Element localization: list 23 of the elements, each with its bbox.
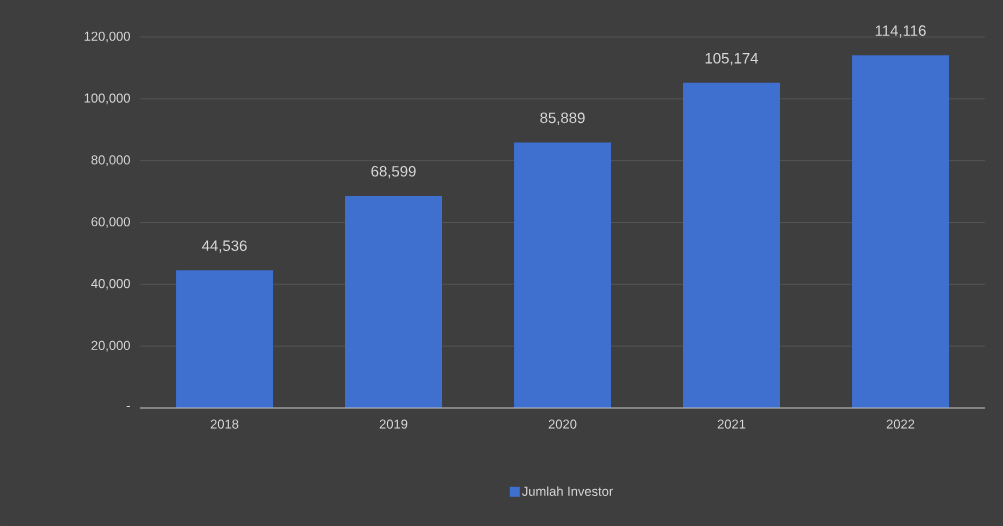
x-tick-label: 2018 xyxy=(210,419,239,429)
data-label: 114,116 xyxy=(875,25,926,38)
bar xyxy=(176,270,274,408)
y-tick-label: 120,000 xyxy=(84,31,130,43)
y-tick-label: 80,000 xyxy=(91,155,130,166)
x-tick-label: 2019 xyxy=(379,419,408,429)
y-tick-label: 100,000 xyxy=(84,93,130,105)
y-tick-label: 20,000 xyxy=(91,340,130,352)
y-tick-label: 40,000 xyxy=(91,278,130,290)
data-label: 44,536 xyxy=(202,240,247,253)
legend-label: Jumlah Investor xyxy=(522,486,613,496)
data-label: 85,889 xyxy=(540,112,585,125)
y-tick-label: - xyxy=(126,406,130,408)
data-label: 68,599 xyxy=(371,166,416,179)
x-tick-label: 2021 xyxy=(717,419,746,429)
data-label: 105,174 xyxy=(705,52,759,66)
y-tick-label: 60,000 xyxy=(91,217,130,228)
x-tick-label: 2022 xyxy=(886,419,915,429)
bar xyxy=(345,195,443,408)
bar xyxy=(852,55,950,408)
bar xyxy=(514,142,612,408)
bar xyxy=(683,82,781,408)
x-tick-label: 2020 xyxy=(548,419,577,429)
